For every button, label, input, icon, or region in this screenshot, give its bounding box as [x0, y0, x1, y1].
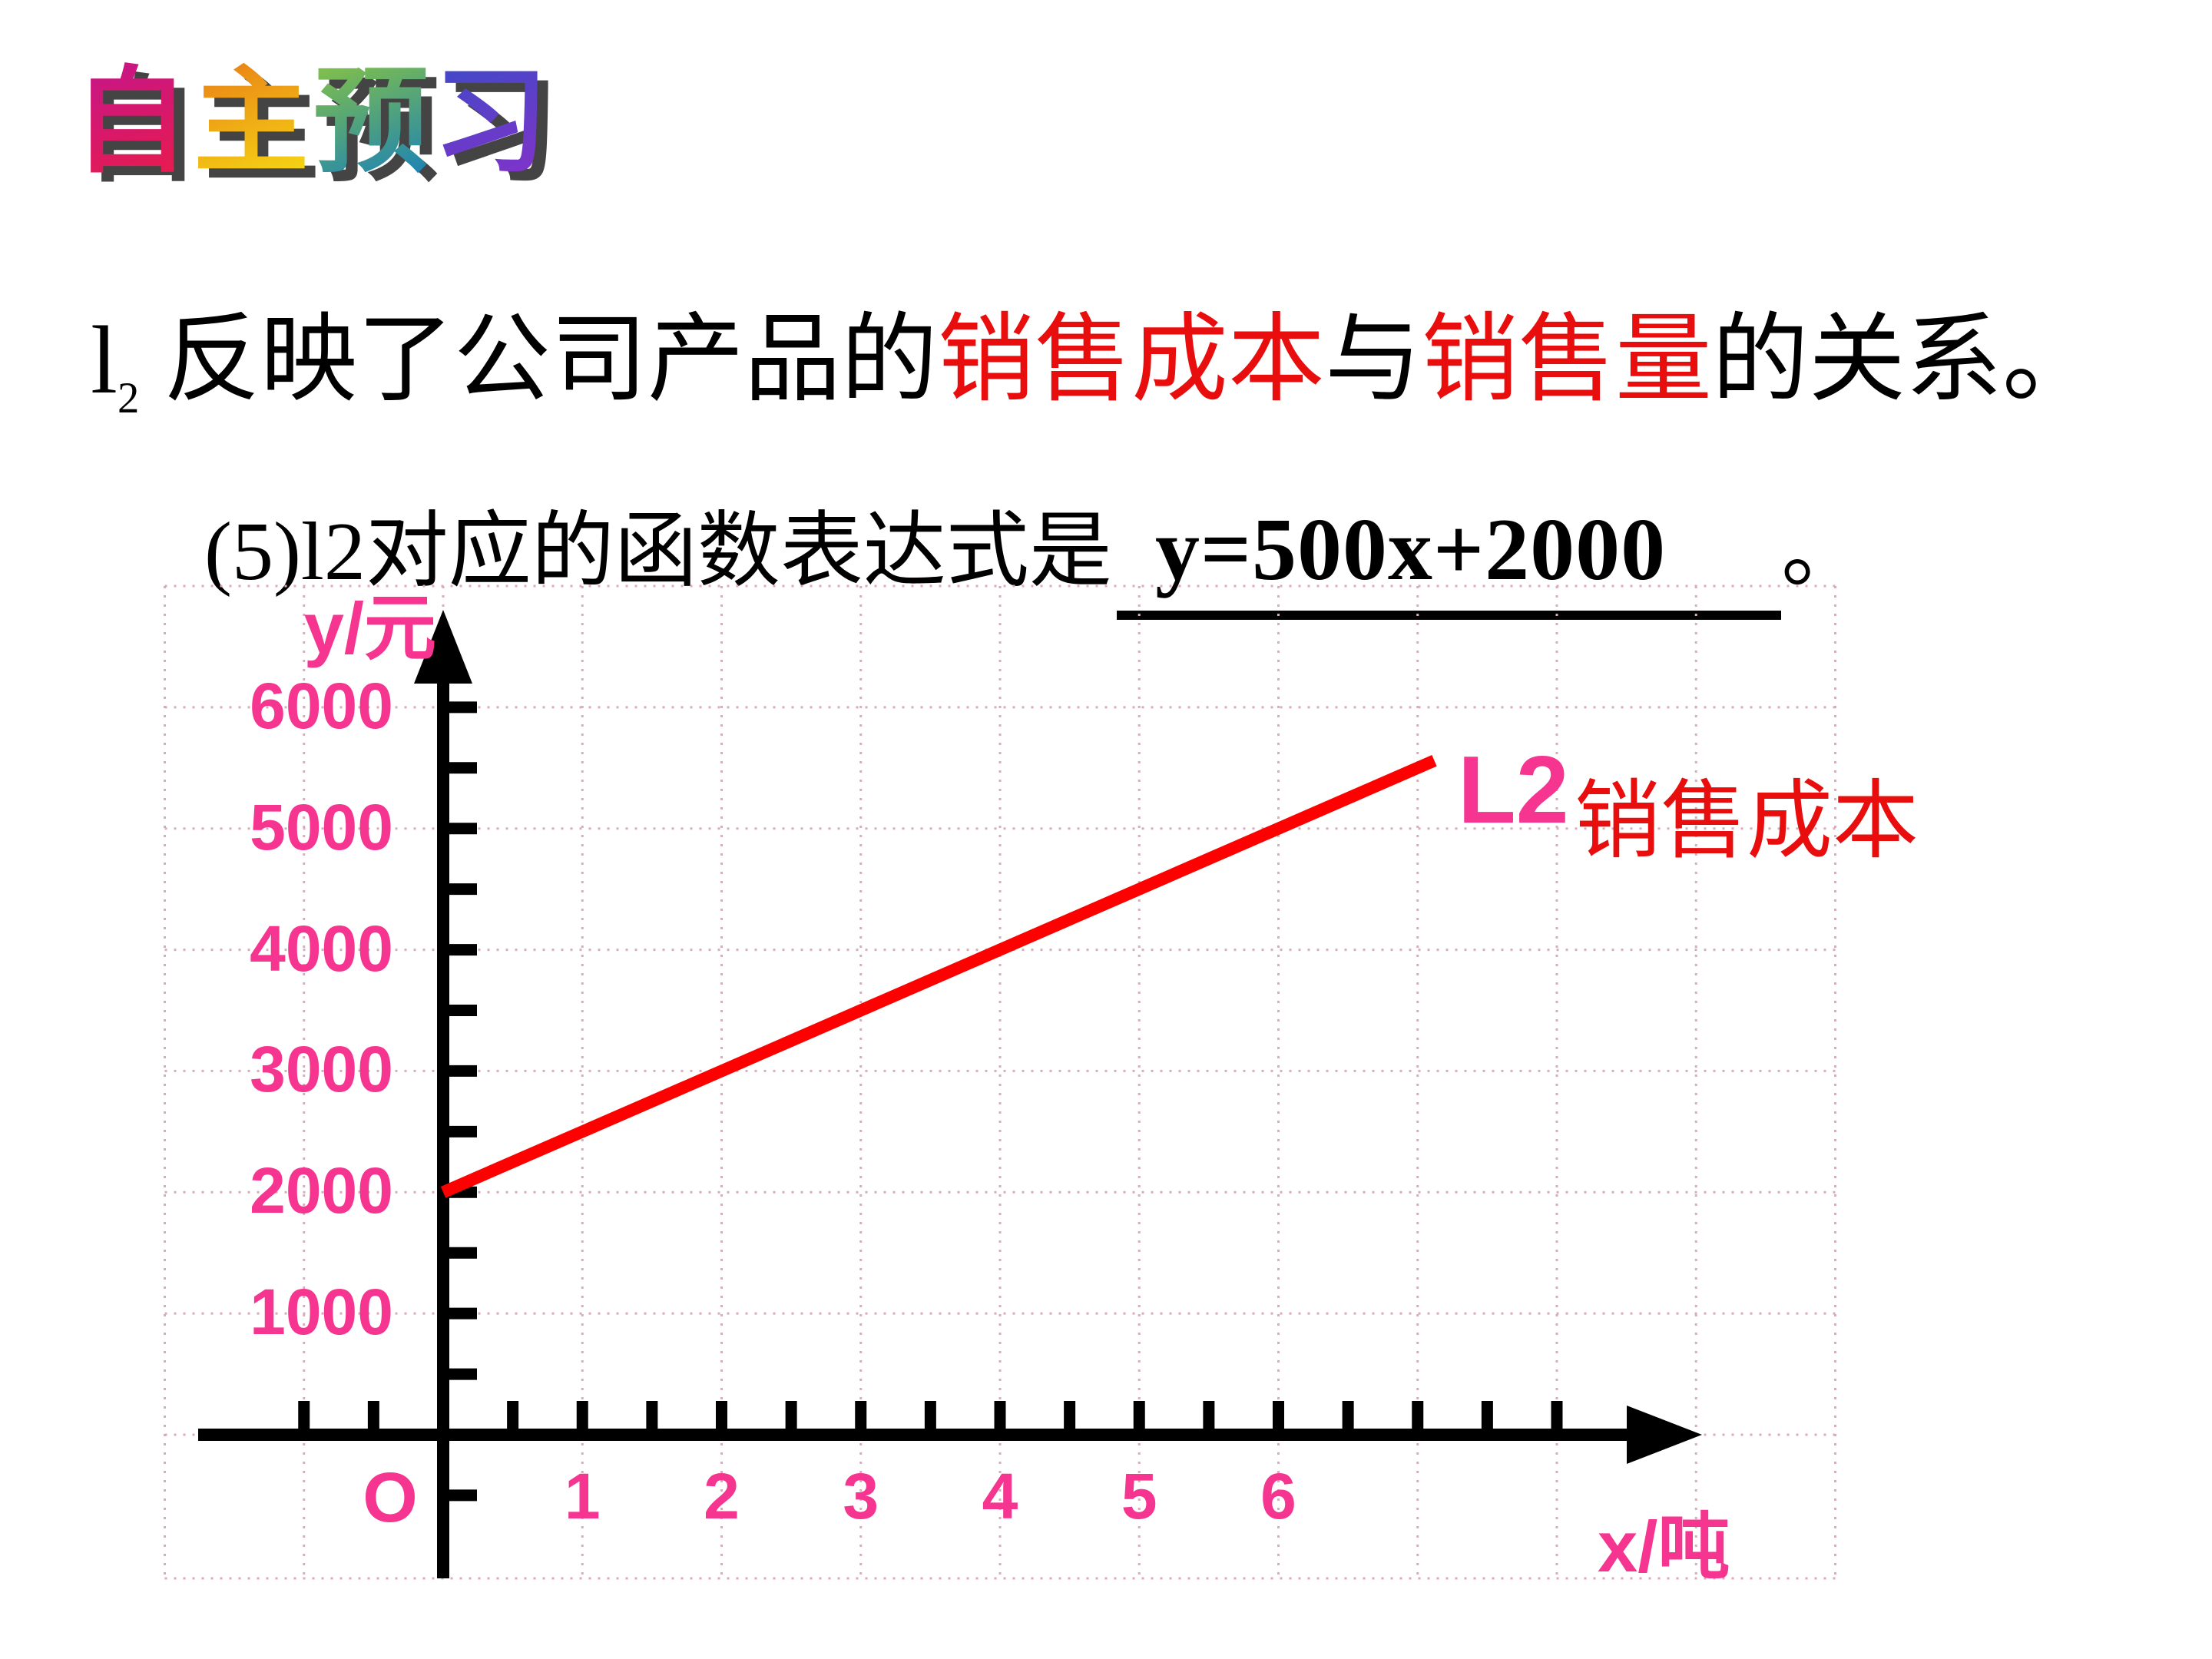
page-title-text: 自主预习: [74, 54, 553, 192]
answer-blank: y=500x+2000: [1116, 495, 1782, 620]
origin-label: O: [363, 1459, 418, 1537]
statement-segment-black: 的关系。: [1711, 307, 2099, 414]
y-tick-label: 6000: [250, 669, 393, 742]
y-axis-arrowhead: [414, 610, 472, 684]
title-char: 习: [433, 54, 553, 192]
x-tick-label: 2: [704, 1460, 740, 1532]
statement-segment-red: 销售成本: [937, 307, 1325, 414]
title-char: 预: [313, 54, 433, 192]
statement-segment-red: 销售量: [1421, 307, 1712, 414]
question-label: (5)l2对应的函数表达式是: [204, 506, 1112, 598]
title-char: 自: [74, 54, 194, 192]
page-title-shadow: 自主预习: [84, 63, 564, 201]
y-tick-label: 1000: [250, 1276, 393, 1349]
x-tick-label: 1: [564, 1460, 601, 1532]
series-name-label: L2: [1458, 737, 1569, 843]
series-line-L2: [440, 754, 1437, 1198]
line-symbol-subscript: 2: [118, 374, 140, 423]
y-tick-label: 2000: [250, 1154, 393, 1227]
line-symbol: l: [91, 307, 118, 414]
y-tick-label: 3000: [250, 1033, 393, 1106]
x-tick-label: 4: [982, 1460, 1018, 1532]
statement-line: l2 反映了公司产品的销售成本与销售量的关系。: [91, 306, 2099, 420]
statement-segment-black: 与: [1324, 307, 1422, 414]
title-char-shadow: 预: [324, 63, 444, 201]
y-tick-label: 5000: [250, 790, 393, 863]
y-axis-label: y/元: [303, 588, 436, 668]
question-line: (5)l2对应的函数表达式是 y=500x+2000 。: [204, 495, 1864, 620]
sentence-period: 。: [1781, 506, 1865, 598]
statement-text: 反映了公司产品的销售成本与销售量的关系。: [139, 307, 2099, 414]
title-char: 主: [194, 54, 313, 192]
x-tick-label: 3: [843, 1460, 879, 1532]
title-char-shadow: 主: [204, 63, 324, 201]
answer-text: y=500x+2000: [1154, 501, 1667, 599]
statement-segment-black: 反映了公司产品的: [139, 307, 938, 414]
y-tick-label: 4000: [250, 912, 393, 985]
x-axis-label: x/吨: [1598, 1506, 1730, 1587]
x-tick-label: 6: [1260, 1460, 1296, 1532]
title-char-shadow: 习: [444, 63, 564, 201]
x-tick-label: 5: [1121, 1460, 1157, 1532]
x-axis-arrowhead: [1627, 1406, 1702, 1464]
title-char-shadow: 自: [84, 63, 204, 201]
series-caption-label: 销售成本: [1575, 774, 1919, 869]
